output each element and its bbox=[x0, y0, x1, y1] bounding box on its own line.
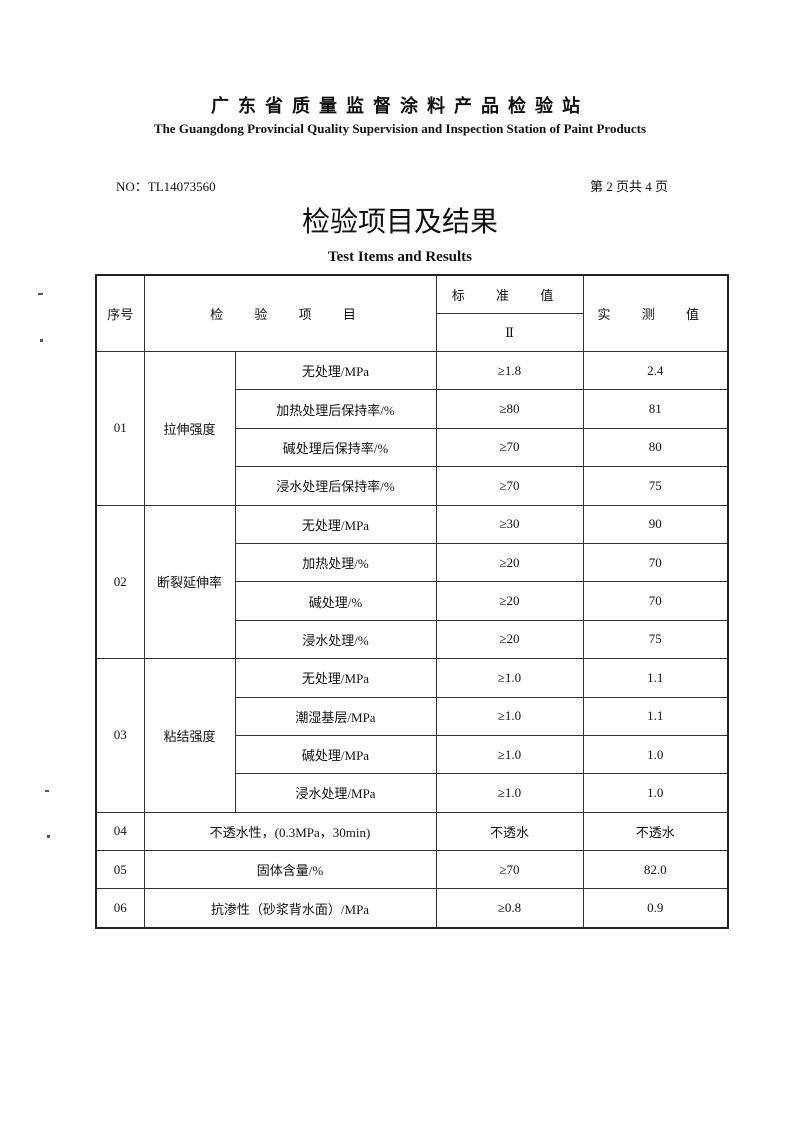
table-row: 03 粘结强度 无处理/MPa ≥1.0 1.1 bbox=[95, 658, 729, 813]
row-standard: ≥1.0 bbox=[435, 734, 584, 775]
row-standard: ≥70 bbox=[435, 466, 584, 506]
row-standard: ≥20 bbox=[435, 619, 584, 660]
row-subitem: 加热处理/% bbox=[234, 542, 437, 583]
header-measured: 实 测 值 bbox=[582, 274, 729, 352]
row-standard: ≥1.8 bbox=[435, 350, 584, 391]
row-standard: ≥1.0 bbox=[435, 658, 584, 698]
results-table: 序号 检 验 项 目 标 准 值 实 测 值 Ⅱ 01 拉伸强度 无处理/MPa ≥1… bbox=[95, 274, 729, 929]
row-standard: ≥1.0 bbox=[435, 773, 584, 813]
scan-mark bbox=[45, 790, 49, 792]
row-measured: 1.1 bbox=[582, 696, 729, 736]
scan-mark bbox=[38, 293, 43, 295]
scan-mark bbox=[40, 339, 43, 342]
table-header-row-grade: Ⅱ bbox=[96, 313, 728, 352]
row-standard: ≥70 bbox=[435, 427, 584, 468]
row-subitem: 碱处理/MPa bbox=[234, 734, 437, 775]
row-item: 固体含量/% bbox=[143, 850, 437, 890]
row-subitem: 碱处理后保持率/% bbox=[234, 427, 437, 468]
row-item: 抗渗性（砂浆背水面）/MPa bbox=[143, 888, 437, 929]
page-info: 第 2 页共 4 页 bbox=[590, 179, 669, 194]
page-title-cn: 检验项目及结果 bbox=[301, 205, 498, 238]
row-standard: ≥1.0 bbox=[435, 696, 584, 736]
row-measured: 80 bbox=[582, 427, 729, 468]
row-seq: 03 bbox=[95, 658, 145, 813]
table-row: 加热处理/% ≥20 70 bbox=[96, 542, 729, 583]
scan-mark bbox=[47, 835, 50, 838]
table-row: 02 断裂延伸率 无处理/MPa ≥30 90 bbox=[95, 504, 729, 660]
row-subitem: 浸水处理/MPa bbox=[234, 773, 437, 813]
row-measured: 0.9 bbox=[582, 888, 729, 929]
row-subitem: 无处理/MPa bbox=[234, 504, 437, 544]
row-standard: ≥20 bbox=[435, 542, 584, 583]
row-subitem: 加热处理后保持率/% bbox=[234, 389, 437, 429]
table-row: 浸水处理/% ≥20 75 bbox=[96, 619, 729, 660]
row-item: 断裂延伸率 bbox=[143, 504, 236, 660]
organization-name-en: The Guangdong Provincial Quality Supervi… bbox=[153, 121, 647, 136]
row-standard: ≥20 bbox=[435, 581, 584, 621]
row-standard: ≥80 bbox=[435, 389, 584, 429]
row-measured: 1.0 bbox=[582, 773, 729, 813]
row-measured: 70 bbox=[582, 542, 729, 583]
header-grade: Ⅱ bbox=[435, 313, 584, 352]
row-subitem: 浸水处理/% bbox=[234, 619, 437, 660]
row-measured: 81 bbox=[582, 389, 729, 429]
row-item: 拉伸强度 bbox=[143, 351, 236, 506]
row-subitem: 无处理/MPa bbox=[234, 658, 437, 698]
table-header-row: 序号 检 验 项 目 标 准 值 实 测 值 bbox=[95, 274, 729, 352]
table-row: 浸水处理后保持率/% ≥70 75 bbox=[96, 466, 729, 506]
row-measured: 75 bbox=[582, 619, 729, 660]
row-measured: 82.0 bbox=[582, 850, 729, 890]
row-seq: 05 bbox=[95, 850, 145, 890]
row-measured: 2.4 bbox=[582, 350, 729, 391]
row-seq: 06 bbox=[95, 888, 145, 929]
row-subitem: 潮湿基层/MPa bbox=[234, 696, 437, 736]
row-measured: 1.1 bbox=[582, 658, 729, 698]
row-subitem: 碱处理/% bbox=[234, 581, 437, 621]
table-row: 05 固体含量/% ≥70 82.0 bbox=[95, 850, 729, 890]
row-item: 粘结强度 bbox=[143, 658, 236, 813]
row-standard: ≥30 bbox=[435, 504, 584, 544]
row-seq: 02 bbox=[95, 504, 145, 660]
table-row: 06 抗渗性（砂浆背水面）/MPa ≥0.8 0.9 bbox=[95, 888, 729, 929]
row-seq: 01 bbox=[95, 351, 145, 506]
table-row: 01 拉伸强度 无处理/MPa ≥1.8 2.4 bbox=[95, 350, 729, 506]
report-number: NO：TL14073560 bbox=[116, 179, 216, 194]
row-seq: 04 bbox=[95, 811, 145, 852]
row-measured: 不透水 bbox=[582, 811, 729, 852]
organization-name-cn: 广东省质量监督涂料产品检验站 bbox=[211, 96, 589, 117]
row-subitem: 浸水处理后保持率/% bbox=[234, 466, 437, 506]
row-item: 不透水性，(0.3MPa，30min) bbox=[143, 811, 437, 852]
header-standard: 标 准 值 bbox=[435, 274, 584, 314]
header-seq: 序号 bbox=[95, 274, 145, 352]
row-measured: 90 bbox=[582, 504, 729, 544]
row-measured: 1.0 bbox=[582, 734, 729, 775]
row-standard: 不透水 bbox=[435, 811, 584, 852]
header-item: 检 验 项 目 bbox=[143, 274, 437, 352]
row-measured: 70 bbox=[582, 581, 729, 621]
row-standard: ≥70 bbox=[435, 850, 584, 890]
page-title-en: Test Items and Results bbox=[327, 249, 473, 265]
row-measured: 75 bbox=[582, 466, 729, 506]
table-row: 碱处理后保持率/% ≥70 80 bbox=[96, 427, 729, 468]
row-subitem: 无处理/MPa bbox=[234, 350, 437, 391]
row-standard: ≥0.8 bbox=[435, 888, 584, 929]
table-row: 04 不透水性，(0.3MPa，30min) 不透水 不透水 bbox=[95, 811, 729, 852]
